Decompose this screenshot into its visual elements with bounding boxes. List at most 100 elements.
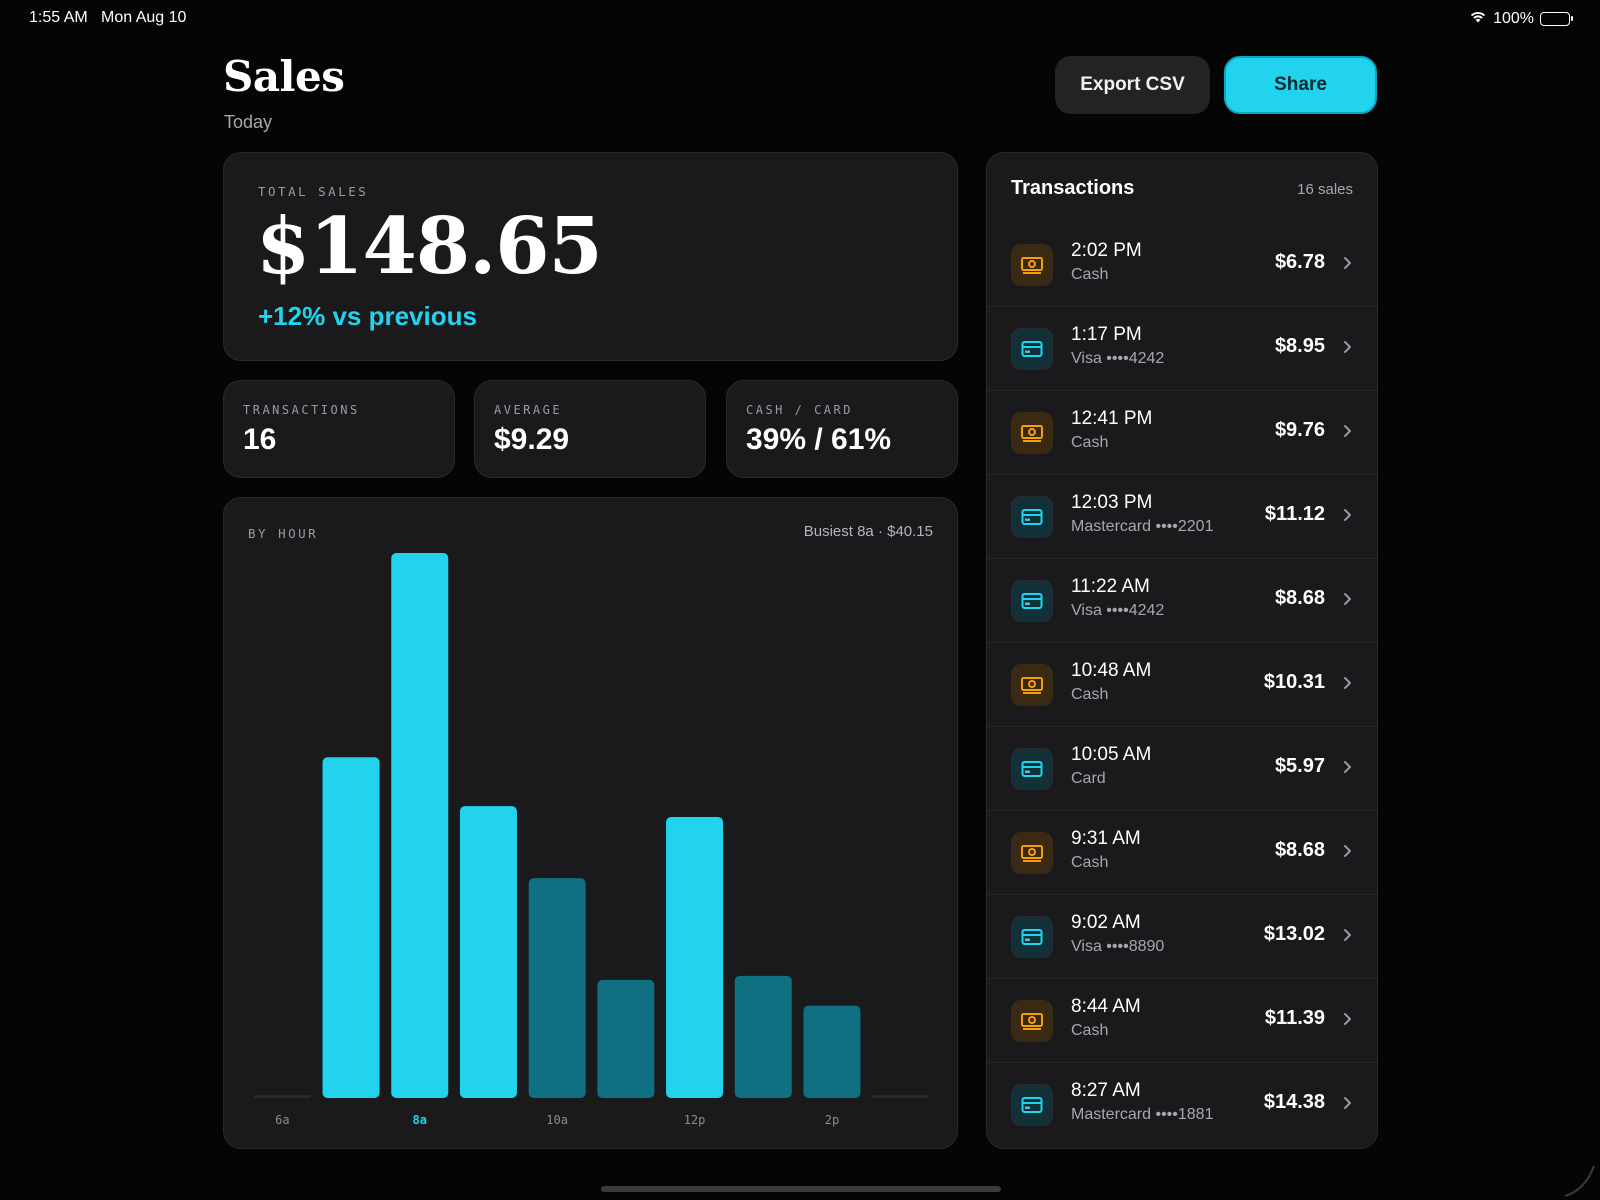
- status-indicators: 100%: [1469, 9, 1573, 28]
- export-csv-button[interactable]: Export CSV: [1055, 56, 1210, 114]
- chevron-right-icon: [1341, 673, 1355, 693]
- chart-bar[interactable]: [391, 553, 449, 1098]
- transaction-method: Cash: [1071, 854, 1109, 871]
- total-sales-card: TOTAL SALES $148.65 +12% vs previous: [223, 152, 958, 361]
- chart-bar[interactable]: [872, 1095, 930, 1098]
- page-title: Sales: [223, 52, 345, 101]
- credit-card-icon: [1011, 580, 1053, 622]
- transaction-row[interactable]: 1:17 PM Visa ••••4242 $8.95: [987, 307, 1377, 391]
- battery-icon: [1540, 11, 1573, 26]
- chevron-right-icon: [1341, 421, 1355, 441]
- transaction-method: Visa ••••4242: [1071, 350, 1165, 367]
- transaction-row[interactable]: 10:48 AM Cash $10.31: [987, 643, 1377, 727]
- transaction-method: Cash: [1071, 266, 1109, 283]
- stat-value: 39% / 61%: [746, 423, 892, 456]
- transaction-time: 1:17 PM: [1071, 324, 1142, 345]
- transaction-amount: $14.38: [1263, 1091, 1325, 1113]
- transaction-row[interactable]: 12:03 PM Mastercard ••••2201 $11.12: [987, 475, 1377, 559]
- stat-card-transactions: TRANSACTIONS 16: [223, 380, 455, 478]
- transaction-amount: $13.02: [1263, 923, 1325, 945]
- transaction-amount: $11.39: [1264, 1007, 1325, 1029]
- transaction-row[interactable]: 2:02 PM Cash $6.78: [987, 223, 1377, 307]
- chevron-right-icon: [1341, 841, 1355, 861]
- transactions-list: 2:02 PM Cash $6.78 1:17 PM Visa ••••4242 $8.9…: [987, 223, 1377, 1147]
- chart-busiest: Busiest 8a · $40.15: [803, 523, 933, 540]
- chevron-right-icon: [1341, 1009, 1355, 1029]
- stat-card-average: AVERAGE $9.29: [474, 380, 706, 478]
- transaction-time: 10:48 AM: [1071, 660, 1152, 681]
- chevron-right-icon: [1341, 589, 1355, 609]
- chart-bar[interactable]: [528, 878, 586, 1098]
- chart-bar[interactable]: [803, 1005, 861, 1098]
- stat-value: $9.29: [494, 423, 570, 456]
- stat-card-cash-card: CASH / CARD 39% / 61%: [726, 380, 958, 478]
- transaction-amount: $5.97: [1274, 755, 1325, 777]
- transaction-time: 8:27 AM: [1071, 1080, 1141, 1101]
- transaction-method: Visa ••••4242: [1071, 602, 1165, 619]
- transaction-method: Mastercard ••••2201: [1071, 518, 1214, 535]
- transaction-method: Cash: [1071, 434, 1109, 451]
- chart-bar[interactable]: [666, 817, 724, 1098]
- transaction-method: Cash: [1071, 1022, 1109, 1039]
- chevron-right-icon: [1341, 253, 1355, 273]
- cash-icon: [1011, 412, 1053, 454]
- by-hour-chart-card: 6a 8a 10a 12p 2p BY HOUR Busiest 8a · $40.15: [223, 497, 958, 1149]
- transaction-row[interactable]: 9:31 AM Cash $8.68: [987, 811, 1377, 895]
- transaction-time: 10:05 AM: [1071, 744, 1152, 765]
- chevron-right-icon: [1341, 337, 1355, 357]
- credit-card-icon: [1011, 1084, 1053, 1126]
- page-subtitle: Today: [224, 112, 273, 132]
- chart-tick-label: 6a: [275, 1113, 289, 1127]
- stat-label: AVERAGE: [494, 403, 563, 417]
- transactions-count: 16 sales: [1297, 181, 1353, 198]
- transaction-method: Cash: [1071, 686, 1109, 703]
- chart-tick-label: 8a: [413, 1113, 427, 1127]
- transaction-method: Card: [1071, 770, 1106, 787]
- credit-card-icon: [1011, 916, 1053, 958]
- chart-tick-label: 2p: [825, 1113, 839, 1127]
- transaction-amount: $9.76: [1274, 419, 1325, 441]
- chart-bar[interactable]: [322, 757, 380, 1098]
- status-bar: 1:55 AM Mon Aug 10 100%: [0, 0, 1600, 38]
- cash-icon: [1011, 832, 1053, 874]
- transactions-card: Transactions 16 sales 2:02 PM Cash $6.78 1:…: [986, 152, 1378, 1149]
- cash-icon: [1011, 244, 1053, 286]
- transaction-row[interactable]: 8:27 AM Mastercard ••••1881 $14.38: [987, 1063, 1377, 1147]
- chart-tick-label: 10a: [546, 1113, 568, 1127]
- transaction-amount: $11.12: [1264, 503, 1325, 525]
- chevron-right-icon: [1341, 505, 1355, 525]
- transaction-time: 8:44 AM: [1071, 996, 1141, 1017]
- chart-bar[interactable]: [253, 1095, 311, 1098]
- transaction-time: 9:02 AM: [1071, 912, 1141, 933]
- chevron-right-icon: [1341, 925, 1355, 945]
- chart-tick-label: 12p: [684, 1113, 706, 1127]
- chart-bar[interactable]: [597, 979, 655, 1098]
- share-button[interactable]: Share: [1224, 56, 1377, 114]
- transaction-row[interactable]: 12:41 PM Cash $9.76: [987, 391, 1377, 475]
- chart-bar[interactable]: [734, 975, 792, 1098]
- stat-label: CASH / CARD: [746, 403, 853, 417]
- chevron-right-icon: [1341, 757, 1355, 777]
- transaction-row[interactable]: 10:05 AM Card $5.97: [987, 727, 1377, 811]
- transaction-row[interactable]: 8:44 AM Cash $11.39: [987, 979, 1377, 1063]
- home-indicator[interactable]: [601, 1186, 1001, 1192]
- transaction-time: 2:02 PM: [1071, 240, 1142, 261]
- transaction-time: 9:31 AM: [1071, 828, 1141, 849]
- wifi-icon: [1469, 9, 1487, 28]
- credit-card-icon: [1011, 748, 1053, 790]
- credit-card-icon: [1011, 328, 1053, 370]
- total-sales-delta: +12% vs previous: [258, 301, 477, 331]
- chart-label: BY HOUR: [248, 526, 319, 541]
- transaction-method: Mastercard ••••1881: [1071, 1106, 1214, 1123]
- chart-bar[interactable]: [459, 806, 517, 1098]
- transaction-time: 11:22 AM: [1071, 576, 1150, 597]
- transaction-amount: $10.31: [1263, 671, 1325, 693]
- chevron-right-icon: [1341, 1093, 1355, 1113]
- transaction-amount: $6.78: [1274, 251, 1325, 273]
- transactions-title: Transactions: [1011, 177, 1135, 199]
- stat-label: TRANSACTIONS: [243, 403, 360, 417]
- transaction-time: 12:03 PM: [1071, 492, 1153, 513]
- transaction-row[interactable]: 11:22 AM Visa ••••4242 $8.68: [987, 559, 1377, 643]
- total-sales-label: TOTAL SALES: [258, 184, 369, 199]
- transaction-row[interactable]: 9:02 AM Visa ••••8890 $13.02: [987, 895, 1377, 979]
